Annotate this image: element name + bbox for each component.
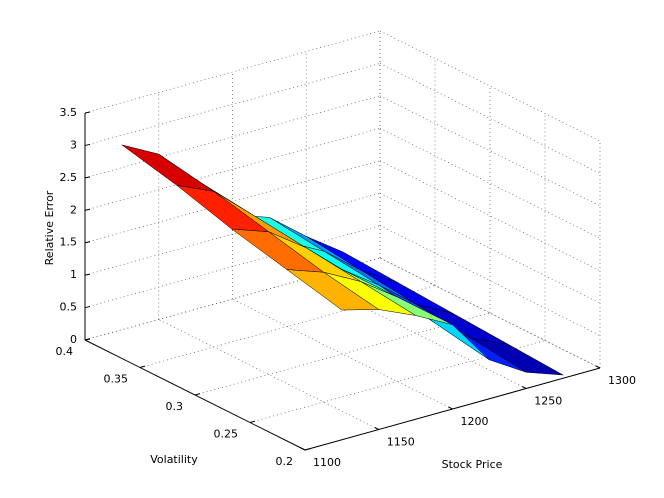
grid-line (379, 63, 601, 174)
surface-patch (286, 269, 380, 311)
x-tick-label: 1250 (534, 395, 562, 408)
grid-line (379, 225, 601, 336)
z-tick (84, 143, 91, 146)
grid-line (84, 127, 381, 211)
z-axis-label: Relative Error (43, 190, 56, 265)
grid-line (379, 257, 601, 369)
z-tick-label: 1.5 (60, 236, 78, 249)
z-tick-label: 3.5 (60, 106, 78, 119)
z-tick (84, 176, 91, 179)
x-tick-label: 1300 (608, 374, 636, 387)
x-tick-label: 1200 (461, 415, 489, 428)
z-tick-label: 3 (70, 138, 77, 151)
y-tick-label: 0.3 (166, 400, 184, 413)
x-tick (595, 365, 601, 369)
y-tick-label: 0.2 (276, 455, 294, 468)
x-tick (374, 427, 379, 430)
y-axis-label: Volatility (150, 453, 198, 466)
grid-line (379, 30, 601, 142)
y-tick-label: 0.35 (104, 373, 129, 386)
grid-line (232, 298, 453, 410)
grid-line (379, 160, 601, 272)
grid-line (84, 63, 381, 146)
z-tick (84, 306, 91, 309)
grid-line (379, 95, 601, 207)
surface-patch (121, 144, 214, 192)
z-tick (84, 111, 91, 114)
z-tick-label: 1 (70, 268, 77, 281)
z-tick-label: 2 (70, 203, 77, 216)
y-tick (249, 420, 256, 423)
grid-line (84, 95, 381, 179)
y-tick-label: 0.4 (56, 345, 74, 358)
y-tick (139, 365, 146, 368)
surface-patch (175, 184, 270, 233)
z-tick-label: 2.5 (60, 171, 78, 184)
x-tick (300, 447, 306, 451)
x-axis-label: Stock Price (442, 458, 503, 471)
x-tick (522, 386, 527, 389)
grid-line (158, 319, 379, 430)
x-tick-label: 1100 (313, 456, 341, 469)
z-tick (84, 273, 91, 276)
z-tick (84, 208, 91, 211)
y-tick-label: 0.25 (214, 428, 239, 441)
x-tick-label: 1150 (387, 436, 415, 449)
y-tick (84, 338, 91, 341)
grid-line (379, 192, 601, 304)
y-tick (194, 393, 201, 396)
grid-line (379, 127, 601, 239)
z-tick (84, 241, 91, 244)
y-tick (304, 448, 311, 451)
z-tick-label: 0.5 (60, 301, 78, 314)
z-tick-label: 0 (70, 333, 77, 346)
x-tick (448, 406, 453, 410)
